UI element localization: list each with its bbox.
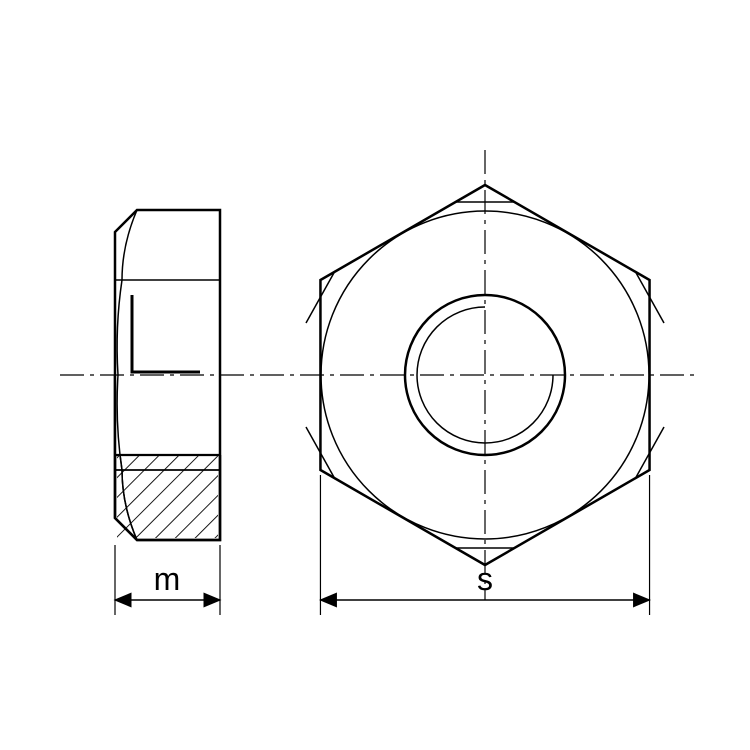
dim-label-m: m (154, 561, 181, 597)
technical-drawing: m s (0, 0, 750, 750)
dim-label-s: s (477, 561, 493, 597)
